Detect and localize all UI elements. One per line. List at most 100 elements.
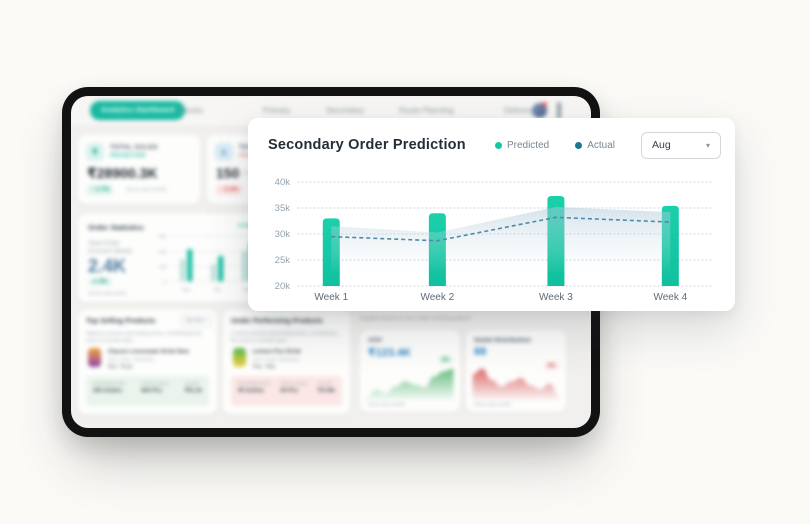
svg-text:40k: 40k: [275, 177, 291, 188]
outlet-change-badge: 3%: [544, 362, 558, 370]
outlet-note: Since last month: [474, 402, 511, 408]
month-selected-value: Aug: [652, 139, 671, 151]
stat-label: SALES: [184, 381, 200, 386]
product-name: Classic Lemonade Drink New: [108, 349, 189, 355]
chevron-down-icon: ▾: [705, 140, 710, 150]
top-selling-subtitle: Highest revenue generating items, contri…: [86, 331, 202, 345]
outlet-title: Outlet Distribution: [474, 337, 532, 344]
product-price: ₹16 - ₹128: [108, 365, 133, 370]
svg-text:100: 100: [159, 264, 167, 269]
stat-value: ₹51.2k: [184, 388, 202, 394]
insights-section: Insights based on your outlet ordering p…: [356, 310, 584, 414]
total-sales-title: TOTAL SALES: [110, 144, 158, 151]
total-sales-note: Since last month: [126, 187, 167, 193]
stat-sales: SALES ₹51.2k: [185, 381, 202, 401]
total-order-value: 2.4K: [88, 256, 127, 276]
aov-card: AOV ₹123.4K 4% Since last month: [360, 330, 460, 412]
stat-value: 840 PCs: [141, 388, 163, 394]
legend-predicted: Predicted: [494, 140, 549, 151]
nav-item-stocks[interactable]: Stocks: [179, 106, 204, 115]
total-sales-subtitle: PROJECTION: [110, 153, 146, 159]
stat-value: 40 PCs: [280, 388, 299, 394]
total-orders-change-badge: ↓ 5.4%: [216, 185, 243, 195]
product-image: [233, 348, 246, 367]
svg-text:Week 3: Week 3: [539, 292, 573, 303]
under-performing-stats: DISTRIBUTION 95 Outlets UNITS SOLD 40 PCs …: [231, 376, 342, 406]
product-name: Lemon Fizz Drink: [253, 349, 301, 355]
svg-text:35k: 35k: [275, 203, 291, 214]
orders-icon: c: [215, 143, 233, 161]
nav-item-primary[interactable]: Primary: [263, 106, 291, 115]
svg-text:Tue: Tue: [213, 287, 221, 292]
stat-label: UNITS SOLD: [141, 381, 169, 386]
svg-text:25k: 25k: [275, 255, 291, 266]
stat-sales: SALES ₹3.04k: [318, 381, 335, 401]
prediction-card-title: Secondary Order Prediction: [268, 137, 466, 153]
svg-text:Week 4: Week 4: [653, 292, 687, 303]
product-sku: SKU Code: 35615041: [253, 358, 300, 363]
stat-value: ₹3.04k: [317, 388, 335, 394]
svg-text:300: 300: [159, 234, 167, 239]
svg-text:30k: 30k: [275, 229, 291, 240]
under-performing-subtitle: Lowest revenue generating items, contrib…: [231, 331, 338, 345]
total-sales-change-badge: ↑ 1.7%: [87, 185, 114, 195]
total-orders-value: 150: [216, 165, 240, 181]
stat-label: DISTRIBUTION: [93, 381, 125, 386]
prediction-card-header: Secondary Order Prediction Predicted Act…: [248, 118, 735, 160]
dashboard-content: Analytics Dashboard Stocks Primary Secon…: [71, 96, 591, 428]
stat-distribution: DISTRIBUTION 95 Outlets: [238, 381, 270, 401]
aov-note: Since last month: [368, 402, 405, 408]
top-selling-panel: Top Selling Products Sort By ▾ Highest r…: [78, 310, 217, 414]
month-selector-dropdown[interactable]: Aug ▾: [641, 131, 721, 159]
nav-item-route-planning[interactable]: Route Planning: [399, 106, 454, 115]
under-performing-panel: Under Performing Products Lowest revenue…: [223, 310, 350, 414]
stat-label: SALES: [317, 381, 333, 386]
under-performing-title: Under Performing Products: [231, 318, 323, 325]
secondary-order-prediction-card: Secondary Order Prediction Predicted Act…: [248, 118, 735, 311]
aov-change-badge: 4%: [438, 356, 452, 364]
top-selling-stats: DISTRIBUTION 200 Outlets UNITS SOLD 840 PC…: [86, 376, 209, 406]
order-statistics-title: Order Statistics: [88, 223, 144, 232]
actual-dot-icon: [575, 141, 583, 149]
outlet-distribution-card: Outlet Distribution 88 3% Since last mon…: [466, 330, 566, 412]
total-order-label-line2: (Current Week): [88, 248, 133, 256]
total-order-label: Total Order (Current Week): [88, 240, 132, 257]
prediction-chart: 40k 35k 30k 25k 20k Week 1 Week 2 Week 3 Week 4: [275, 177, 715, 303]
insights-subtitle: Insights based on your outlet ordering p…: [360, 316, 471, 322]
notification-dot-icon: [542, 102, 547, 107]
aov-title: AOV: [368, 337, 383, 344]
sort-by-dropdown[interactable]: Sort By ▾: [180, 315, 211, 327]
product-price: ₹16 - ₹88: [253, 365, 275, 370]
order-note: Since last week: [88, 291, 127, 297]
order-change-badge: ● 3%: [88, 278, 112, 286]
stat-value: 200 Outlets: [93, 388, 123, 394]
top-selling-title: Top Selling Products: [86, 318, 156, 325]
svg-text:Week 1: Week 1: [314, 292, 348, 303]
stat-distribution: DISTRIBUTION 200 Outlets: [93, 381, 125, 401]
predicted-dot-icon: [494, 141, 502, 149]
svg-text:20k: 20k: [275, 281, 291, 292]
svg-text:200: 200: [159, 249, 167, 254]
svg-text:0: 0: [164, 280, 167, 285]
outlet-value: 88: [474, 346, 487, 358]
sales-icon: ₹: [86, 143, 104, 161]
total-order-label-line1: Total Order: [88, 240, 121, 247]
product-sku: SKU Code: 35615041: [108, 358, 155, 363]
stat-units: UNITS SOLD 40 PCs: [280, 381, 307, 401]
svg-text:Week 2: Week 2: [420, 292, 454, 303]
legend-actual-label: Actual: [587, 139, 615, 151]
stat-label: UNITS SOLD: [280, 381, 308, 386]
aov-value: ₹123.4K: [368, 347, 412, 359]
outlet-sparkline: [472, 368, 560, 400]
nav-item-delivery[interactable]: Delivery: [504, 106, 533, 115]
legend-actual: Actual: [575, 140, 615, 151]
product-image: [88, 348, 101, 367]
nav-item-secondary[interactable]: Secondary: [326, 106, 365, 115]
scrollbar[interactable]: [557, 102, 561, 119]
total-sales-value: ₹28900.3K: [87, 165, 158, 181]
total-sales-card: ₹ TOTAL SALES PROJECTION ₹28900.3K ↑ 1.7…: [78, 135, 200, 204]
stat-value: 95 Outlets: [238, 388, 265, 394]
nav-active-tab[interactable]: Analytics Dashboard: [90, 101, 186, 120]
svg-text:Mon: Mon: [182, 287, 191, 292]
